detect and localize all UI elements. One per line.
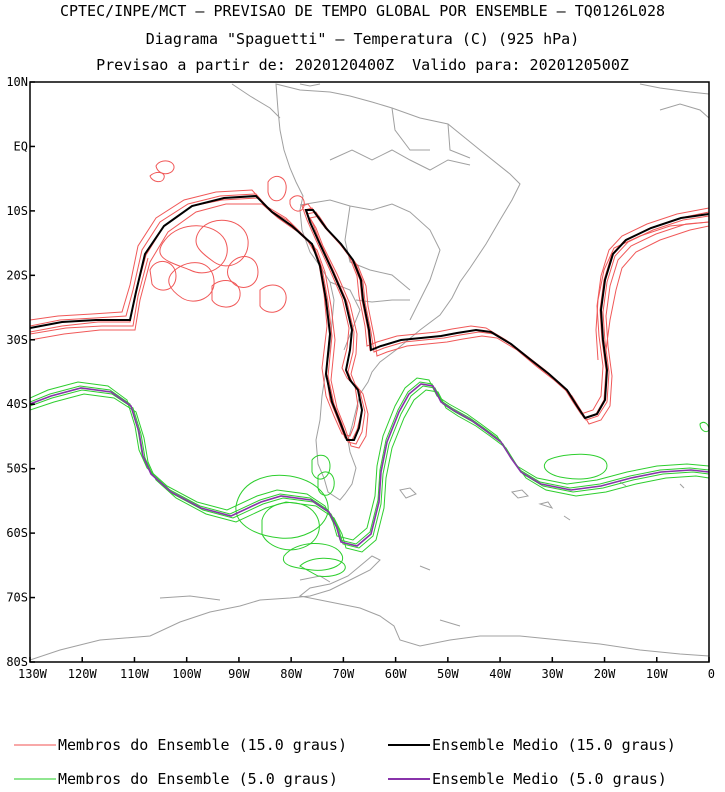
lon-tick-label: 100W	[172, 667, 202, 681]
legend-label-mean-5: Ensemble Medio (5.0 graus)	[432, 770, 667, 788]
lon-tick-label: 0	[708, 667, 715, 681]
lon-tick-label: 20W	[594, 667, 616, 681]
lat-tick-label: 60S	[6, 526, 28, 540]
map-frame	[29, 81, 710, 663]
lat-tick-label: 40S	[6, 397, 28, 411]
lat-tick-label: 80S	[6, 655, 28, 669]
legend: Membros do Ensemble (15.0 graus) Ensembl…	[14, 736, 676, 788]
mean-15-line	[30, 194, 709, 441]
country-borders	[299, 107, 471, 351]
lon-tick-label: 30W	[541, 667, 563, 681]
lon-tick-label: 70W	[333, 667, 355, 681]
lat-tick-label: 20S	[6, 268, 28, 282]
members-15-lines	[30, 160, 709, 449]
lon-tick-label: 40W	[489, 667, 511, 681]
legend-label-mean-15: Ensemble Medio (15.0 graus)	[432, 736, 676, 754]
lon-tick-label: 90W	[228, 667, 250, 681]
south-america-coast	[275, 83, 521, 501]
lat-tick-label: 10S	[6, 204, 28, 218]
lon-tick-label: 60W	[385, 667, 407, 681]
longitude-axis: 130W 120W 110W 100W 90W 80W 70W 60W 50W 40W 30W 20W…	[18, 657, 715, 681]
islands	[399, 481, 685, 521]
lon-tick-label: 130W	[18, 667, 48, 681]
antarctica-coast	[30, 555, 709, 661]
title-line-2: Diagrama "Spaguetti" – Temperatura (C) (…	[145, 30, 580, 48]
lat-tick-label: EQ	[14, 139, 28, 153]
lat-tick-label: 10N	[6, 75, 28, 89]
title-line-1: CPTEC/INPE/MCT – PREVISAO DE TEMPO GLOBA…	[59, 2, 666, 20]
title-line-3: Previsao a partir de: 2020120400Z Valido…	[96, 56, 629, 74]
lat-tick-label: 70S	[6, 591, 28, 605]
central-america-coast	[231, 83, 709, 119]
mean-5-line	[30, 383, 709, 547]
latitude-axis: 10N EQ 10S 20S 30S 40S 50S 60S 70S 80S	[6, 75, 35, 669]
lon-tick-label: 110W	[120, 667, 150, 681]
lon-tick-label: 120W	[68, 667, 98, 681]
legend-label-members-15: Membros do Ensemble (15.0 graus)	[58, 736, 347, 754]
lat-tick-label: 50S	[6, 462, 28, 476]
lon-tick-label: 10W	[646, 667, 668, 681]
legend-label-members-5: Membros do Ensemble (5.0 graus)	[58, 770, 338, 788]
lon-tick-label: 80W	[280, 667, 302, 681]
lon-tick-label: 50W	[437, 667, 459, 681]
lat-tick-label: 30S	[6, 333, 28, 347]
